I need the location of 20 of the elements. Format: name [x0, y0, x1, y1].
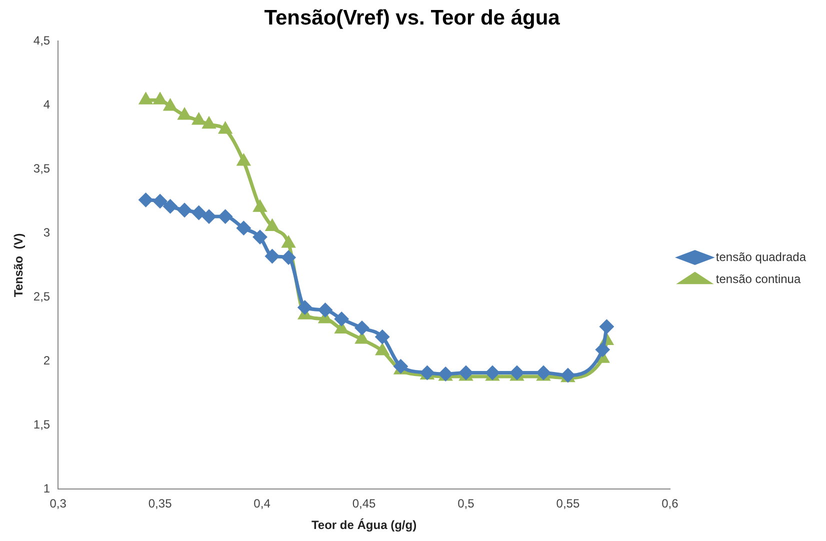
y-tick-label: 3 [43, 226, 50, 240]
y-tick-label: 3,5 [33, 162, 50, 176]
y-axis-title: Tensão (V) [12, 233, 26, 298]
y-tick-label: 2,5 [33, 290, 50, 304]
y-tick-label: 4,5 [33, 34, 50, 48]
x-tick-label: 0,6 [662, 496, 679, 511]
chart-title: Tensão(Vref) vs. Teor de água [264, 6, 560, 30]
x-tick-label: 0,4 [254, 496, 271, 511]
legend-label: tensão continua [716, 272, 801, 286]
y-tick-label: 1,5 [33, 418, 50, 432]
y-tick-label: 1 [43, 482, 50, 496]
x-tick-label: 0,55 [556, 496, 580, 511]
legend-label: tensão quadrada [716, 250, 806, 264]
y-tick-label: 4 [43, 98, 50, 112]
x-tick-label: 0,35 [148, 496, 172, 511]
x-tick-label: 0,5 [458, 496, 475, 511]
x-tick-label: 0,3 [50, 496, 67, 511]
x-tick-label: 0,45 [352, 496, 376, 511]
x-axis-title: Teor de Água (g/g) [311, 518, 417, 532]
y-tick-label: 2 [43, 354, 50, 368]
